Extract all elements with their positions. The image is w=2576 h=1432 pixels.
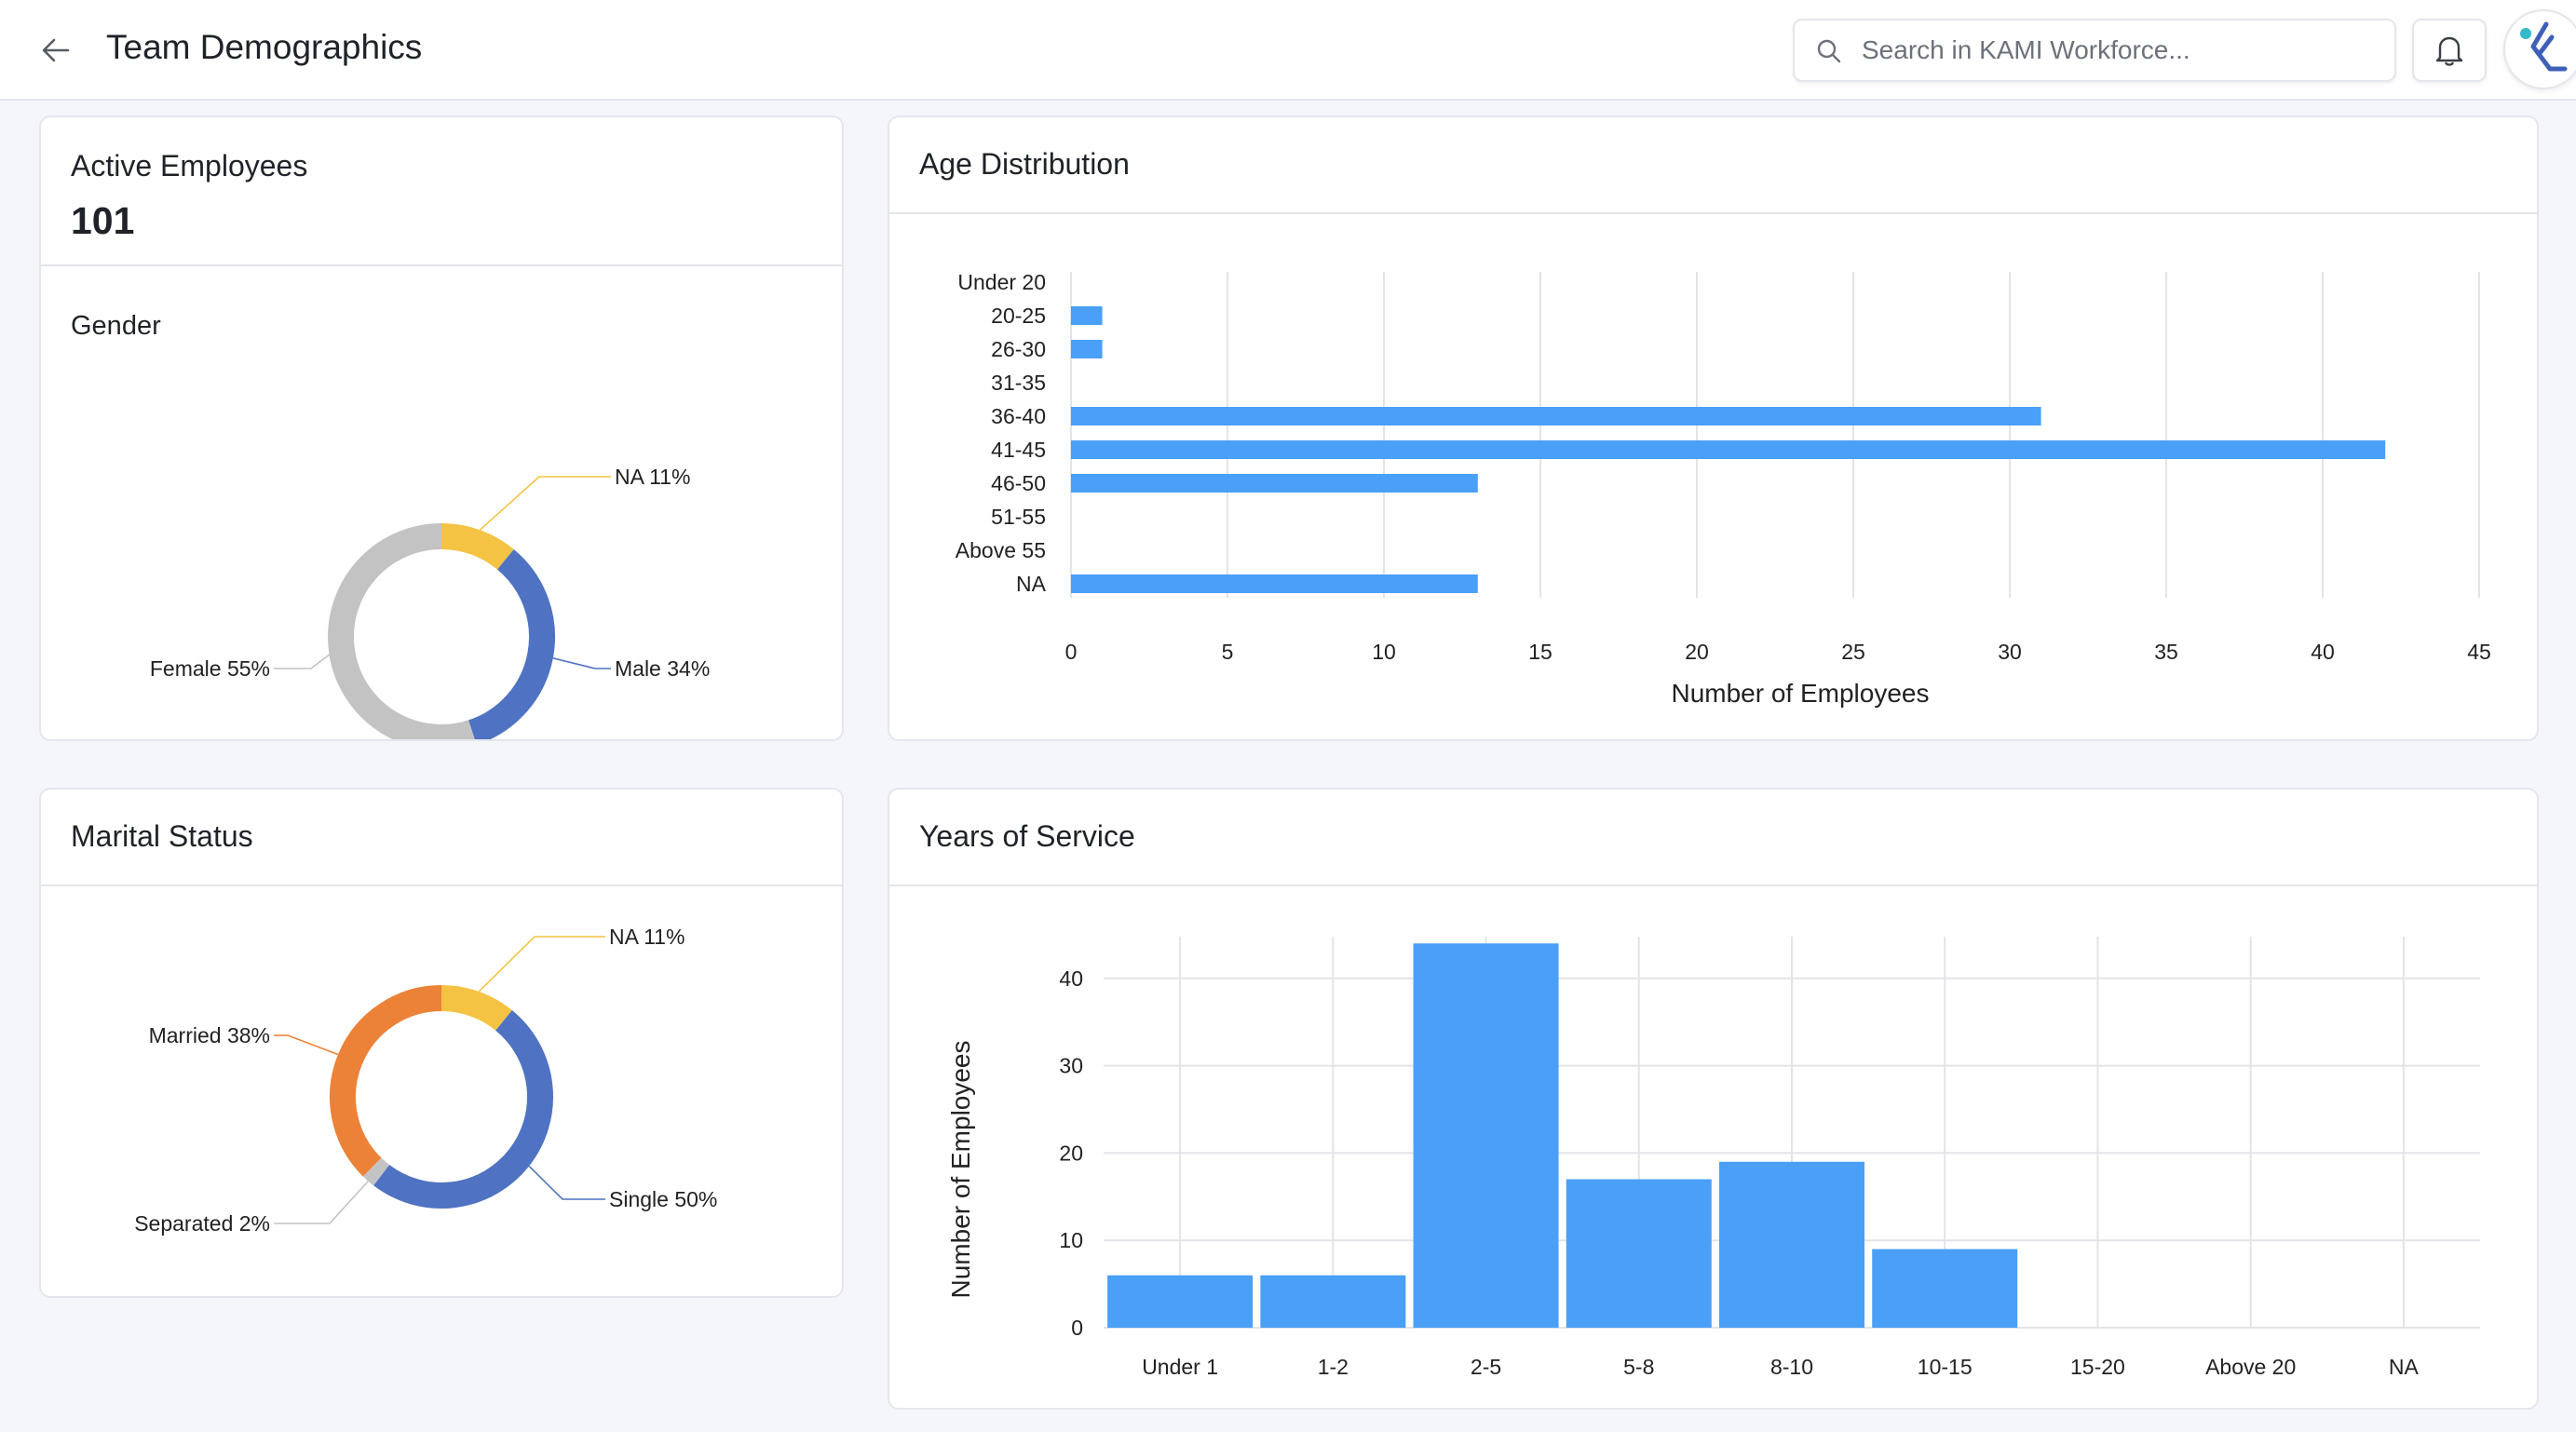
x-tick-10: 10 [1372,640,1396,664]
y-tick-41-45: 41-45 [991,438,1046,462]
x-tick-na: NA [2389,1355,2420,1379]
donut-slice-separated [362,1157,390,1186]
y-tick-36-40: 36-40 [991,404,1046,428]
slice-label-na: NA 11% [609,925,685,949]
age-distribution-title: Age Distribution [919,147,1130,181]
x-tick-5: 5 [1222,640,1234,664]
kami-logo-icon [2520,21,2568,72]
x-tick-30: 30 [1998,640,2022,664]
top-bar: Team Demographics [0,0,2576,101]
y-axis-title: Number of Employees [946,1040,975,1298]
bar-5-8 [1566,1179,1712,1328]
bell-icon [2435,36,2463,66]
years-of-service-header: Years of Service [889,790,2537,886]
bar-na [1071,574,1478,593]
y-tick-40: 40 [1059,966,1083,991]
x-tick-10-15: 10-15 [1918,1355,1973,1379]
bar-2-5 [1413,943,1559,1328]
donut-slice-na [441,985,512,1031]
x-tick-under-1: Under 1 [1142,1355,1218,1379]
kami-logo-avatar[interactable] [2503,9,2576,89]
bar-41-45 [1071,440,2386,459]
years-of-service-title: Years of Service [919,819,1135,853]
x-axis-title: Number of Employees [1671,679,1929,708]
x-tick-0: 0 [1065,640,1078,664]
donut-slice-na [441,523,514,570]
slice-label-married: Married 38% [149,1023,270,1047]
age-distribution-header: Age Distribution [889,117,2537,214]
leader-line-female [274,654,330,669]
slice-label-male: Male 34% [615,656,710,681]
marital-status-card: Marital Status NA 11% Single 50% Separated… [39,788,844,1298]
marital-status-header: Marital Status [41,790,842,886]
age-distribution-chart: 0 5 10 15 20 25 30 35 40 45 Under 20 20-25 26-30 31-3… [956,270,2491,708]
marital-donut-chart: NA 11% Single 50% Separated 2% Married 38% [134,925,717,1236]
y-tick-20: 20 [1059,1141,1083,1165]
age-distribution-card: Age Distribution 0 5 10 15 20 25 30 35 40 45 Under… [888,115,2539,741]
active-employees-count: 101 [71,199,135,242]
slice-label-female: Female 55% [150,656,270,681]
bar-10-15 [1872,1249,2018,1328]
donut-slice-female [328,523,475,739]
donut-slice-male [468,549,555,739]
gender-donut-chart: NA 11% Male 34% Female 55% [150,465,710,739]
active-employees-label: Active Employees [71,149,308,182]
x-tick-25: 25 [1841,640,1865,664]
years-of-service-card: Years of Service 0 10 20 30 40 Under 1 1-2 2-5 5… [888,788,2539,1410]
x-tick-40: 40 [2311,640,2335,664]
bar-26-30 [1071,340,1103,358]
x-tick-45: 45 [2467,640,2491,664]
y-tick-46-50: 46-50 [991,471,1046,495]
leader-line-separated [274,1181,369,1224]
x-tick-2-5: 2-5 [1471,1355,1501,1379]
leader-line-male [552,657,611,669]
x-tick-above-20: Above 20 [2205,1355,2296,1379]
gender-title: Gender [71,311,161,341]
y-tick-na: NA [1016,572,1047,596]
years-of-service-chart: 0 10 20 30 40 Under 1 1-2 2-5 5-8 8-10 10-15 15-20 A… [946,937,2480,1379]
slice-label-single: Single 50% [609,1187,717,1211]
y-tick-30: 30 [1059,1054,1083,1078]
donut-slice-single [373,1010,553,1209]
x-tick-15: 15 [1528,640,1552,664]
active-employees-card: Active Employees 101 Gender NA 11% Male 3… [39,115,844,741]
bar-20-25 [1071,306,1103,325]
y-tick-under-20: Under 20 [957,270,1046,294]
back-button[interactable] [34,28,78,73]
donut-slice-married [330,985,442,1177]
slice-label-separated: Separated 2% [134,1211,270,1236]
y-tick-51-55: 51-55 [991,505,1046,529]
leader-line-na [478,936,605,993]
x-tick-15-20: 15-20 [2070,1355,2125,1379]
y-tick-0: 0 [1071,1316,1083,1340]
y-tick-20-25: 20-25 [991,304,1046,328]
y-tick-above-55: Above 55 [956,538,1046,562]
leader-line-na [479,476,611,531]
page-title: Team Demographics [106,28,423,66]
x-tick-8-10: 8-10 [1770,1355,1813,1379]
y-tick-10: 10 [1059,1228,1083,1252]
search-box[interactable] [1793,19,2396,82]
search-icon [1817,39,1841,63]
search-input[interactable] [1862,32,2383,69]
slice-label-na: NA 11% [615,465,690,489]
bar-under-1 [1107,1275,1254,1328]
y-tick-31-35: 31-35 [991,371,1046,395]
back-arrow-icon [42,38,70,62]
leader-line-single [528,1165,605,1200]
x-tick-5-8: 5-8 [1623,1355,1654,1379]
x-tick-1-2: 1-2 [1318,1355,1349,1379]
x-tick-20: 20 [1685,640,1709,664]
x-tick-35: 35 [2154,640,2178,664]
bar-1-2 [1260,1275,1406,1328]
bar-8-10 [1719,1161,1864,1328]
bar-36-40 [1071,407,2041,426]
bar-46-50 [1071,474,1478,493]
marital-status-title: Marital Status [71,819,253,853]
leader-line-married [274,1034,339,1056]
y-tick-26-30: 26-30 [991,337,1046,361]
active-employees-header: Active Employees 101 [41,117,842,266]
notifications-button[interactable] [2412,19,2487,82]
